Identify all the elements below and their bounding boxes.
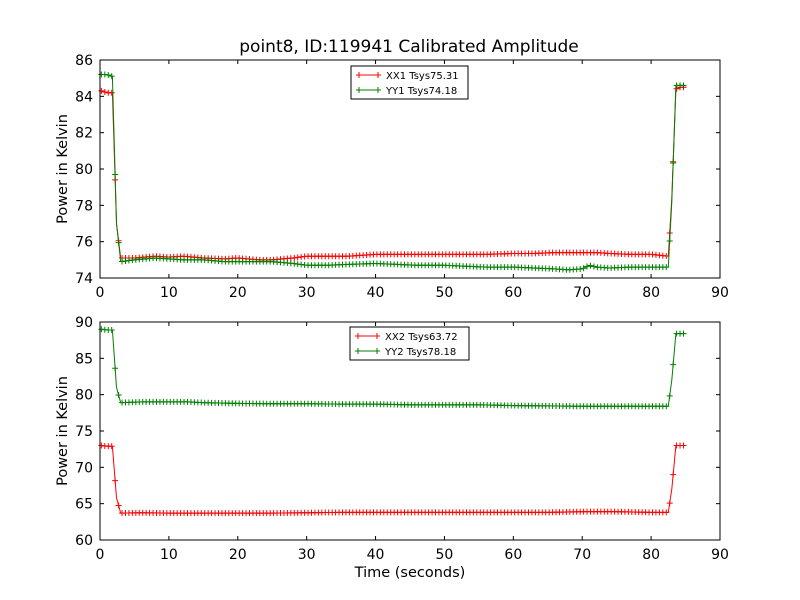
x-tick-label: 40 [367, 285, 385, 301]
legend-label: XX2 Tsys63.72 [385, 332, 458, 343]
series-xx2 [98, 442, 687, 517]
x-tick-label: 30 [298, 285, 316, 301]
data-point-marker [105, 71, 112, 78]
legend-marker [355, 348, 361, 354]
data-point-marker [108, 73, 115, 80]
x-tick-label: 20 [229, 285, 247, 301]
x-tick-label: 20 [229, 547, 247, 563]
data-point-marker [101, 89, 108, 96]
data-point-marker [587, 262, 594, 269]
legend-marker [375, 72, 381, 78]
data-point-marker [670, 361, 677, 368]
data-point-marker [680, 442, 687, 449]
series-yy2 [98, 326, 687, 410]
y-tick-label: 90 [75, 315, 93, 331]
y-axis-label: Power in Kelvin [55, 376, 71, 486]
legend-entry: YY1 Tsys74.18 [356, 86, 457, 97]
data-point-marker [680, 82, 687, 89]
y-tick-label: 78 [75, 198, 93, 214]
top-plot: 0 10 20 30 40 50 60 70 80 90 74 76 78 80 82 84 86 Power i… [55, 53, 729, 301]
y-tick-label: 76 [75, 235, 93, 251]
y-tick-label: 84 [75, 89, 93, 105]
data-point-marker [108, 326, 115, 333]
x-tick-label: 60 [504, 547, 522, 563]
data-point-marker [115, 392, 122, 399]
data-point-marker [666, 500, 673, 507]
data-point-marker [112, 477, 119, 484]
x-tick-label: 30 [298, 547, 316, 563]
legend-label: YY1 Tsys74.18 [385, 86, 457, 97]
data-point-marker [584, 263, 591, 270]
x-tick-label: 10 [160, 547, 178, 563]
x-tick-label: 50 [436, 285, 454, 301]
y-tick-label: 74 [75, 271, 93, 287]
legend-entry: XX1 Tsys75.31 [356, 71, 459, 82]
y-tick-label: 65 [75, 497, 93, 513]
data-point-marker [108, 89, 115, 96]
legend-marker [355, 333, 361, 339]
legend-marker [356, 87, 362, 93]
data-point-marker [663, 264, 670, 271]
x-tick-label: 90 [711, 547, 729, 563]
data-point-marker [663, 509, 670, 516]
y-tick-label: 80 [75, 388, 93, 404]
data-point-marker [663, 252, 670, 259]
legend: XX1 Tsys75.31 YY1 Tsys74.18 [350, 65, 469, 100]
data-point-marker [112, 365, 119, 372]
data-point-marker [663, 403, 670, 410]
y-tick-label: 86 [75, 53, 93, 69]
x-tick-label: 0 [96, 285, 105, 301]
legend-box [350, 65, 469, 100]
y-tick-label: 82 [75, 126, 93, 142]
data-point-marker [115, 239, 122, 246]
data-point-marker [670, 471, 677, 478]
x-tick-label: 10 [160, 285, 178, 301]
x-tick-label: 80 [642, 285, 660, 301]
x-tick-label: 70 [573, 285, 591, 301]
x-tick-label: 60 [504, 285, 522, 301]
data-point-marker [666, 237, 673, 244]
series-xx1 [98, 84, 687, 263]
x-tick-label: 50 [436, 547, 454, 563]
data-point-marker [670, 159, 677, 166]
data-point-marker [98, 87, 105, 94]
data-point-marker [108, 443, 115, 450]
y-tick-label: 70 [75, 460, 93, 476]
y-tick-label: 80 [75, 162, 93, 178]
legend-marker [375, 87, 381, 93]
legend: XX2 Tsys63.72 YY2 Tsys78.18 [349, 326, 470, 361]
legend-entry: YY2 Tsys78.18 [355, 347, 456, 358]
legend-label: YY2 Tsys78.18 [384, 347, 456, 358]
data-point-marker [580, 265, 587, 272]
legend-marker [374, 348, 380, 354]
bottom-plot: 0 10 20 30 40 50 60 70 80 90 60 65 70 75 80 85 90 Power i… [55, 315, 729, 581]
x-tick-label: 80 [642, 547, 660, 563]
x-tick-label: 90 [711, 285, 729, 301]
x-tick-label: 0 [96, 547, 105, 563]
legend-label: XX1 Tsys75.31 [386, 71, 459, 82]
legend-box [349, 326, 470, 361]
series-line [101, 74, 686, 271]
data-point-marker [115, 502, 122, 509]
series-line [101, 86, 686, 261]
series-line [101, 445, 686, 514]
y-tick-label: 85 [75, 351, 93, 367]
y-tick-label: 60 [75, 533, 93, 549]
x-tick-label: 70 [573, 547, 591, 563]
x-axis-label: Time (seconds) [354, 565, 466, 581]
y-axis-label: Power in Kelvin [55, 114, 71, 224]
y-tick-label: 75 [75, 424, 93, 440]
legend-marker [374, 333, 380, 339]
x-tick-label: 40 [367, 547, 385, 563]
legend-entry: XX2 Tsys63.72 [355, 332, 458, 343]
data-point-marker [590, 263, 597, 270]
data-point-marker [577, 266, 584, 273]
data-point-marker [666, 392, 673, 399]
legend-marker [356, 72, 362, 78]
figure-title: point8, ID:119941 Calibrated Amplitude [239, 37, 578, 57]
data-point-marker [112, 171, 119, 178]
series-yy1 [98, 71, 687, 273]
data-point-marker [680, 330, 687, 337]
